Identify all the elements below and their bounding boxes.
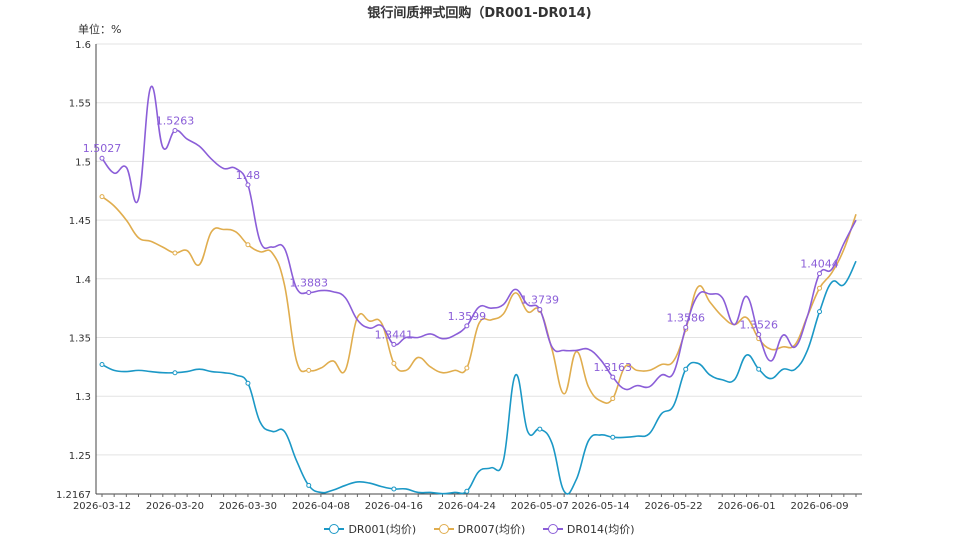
x-tick-label: 2026-05-22 xyxy=(645,501,703,512)
data-point-dr014 xyxy=(306,290,312,296)
legend-label-dr007: DR007(均价) xyxy=(457,523,526,536)
series-line-dr001 xyxy=(101,260,857,495)
data-point-dr007 xyxy=(99,194,105,200)
legend: DR001(均价) DR007(均价) DR014(均价) xyxy=(0,521,959,537)
x-tick-label: 2026-05-14 xyxy=(572,501,630,512)
y-tick-label: 1.5 xyxy=(75,157,91,168)
data-point-dr001 xyxy=(172,370,178,376)
data-point-dr001 xyxy=(464,488,470,494)
data-label: 1.4044 xyxy=(800,258,839,271)
data-point-dr014 xyxy=(99,155,105,161)
data-point-dr014 xyxy=(756,331,762,337)
data-point-dr014 xyxy=(391,341,397,347)
y-tick-label: 1.25 xyxy=(69,451,91,462)
data-label: 1.3586 xyxy=(666,311,705,324)
y-tick-label: 1.4 xyxy=(75,275,91,286)
data-point-dr014 xyxy=(464,323,470,329)
x-tick-label: 2026-03-20 xyxy=(146,501,204,512)
data-point-dr007 xyxy=(306,367,312,373)
x-tick-label: 2026-06-09 xyxy=(790,501,848,512)
x-tick-label: 2026-04-08 xyxy=(292,501,350,512)
series-line-dr014 xyxy=(101,85,857,391)
data-point-dr001 xyxy=(306,482,312,488)
data-label: 1.3163 xyxy=(594,361,633,374)
data-point-dr001 xyxy=(683,366,689,372)
data-point-dr007 xyxy=(817,285,823,291)
x-tick-label: 2026-06-01 xyxy=(717,501,775,512)
data-label: 1.3441 xyxy=(375,328,414,341)
data-point-dr001 xyxy=(756,366,762,372)
data-point-dr014 xyxy=(817,271,823,277)
y-tick-label: 1.35 xyxy=(69,334,91,345)
data-label: 1.3599 xyxy=(448,310,487,323)
data-label: 1.3526 xyxy=(739,318,778,331)
chart-title: 银行间质押式回购（DR001-DR014) xyxy=(367,6,592,21)
x-tick-label: 2026-04-24 xyxy=(438,501,496,512)
data-point-dr001 xyxy=(537,426,543,432)
data-point-dr001 xyxy=(817,309,823,315)
data-point-dr014 xyxy=(610,374,616,380)
data-label: 1.48 xyxy=(236,169,261,182)
legend-label-dr014: DR014(均价) xyxy=(566,523,635,536)
data-point-dr007 xyxy=(245,242,251,248)
legend-swatch-dr001 xyxy=(324,524,345,534)
legend-item-dr007[interactable]: DR007(均价) xyxy=(433,521,526,537)
data-point-dr014 xyxy=(537,306,543,312)
x-tick-label: 2026-05-07 xyxy=(511,501,569,512)
data-point-dr007 xyxy=(172,250,178,256)
data-point-dr001 xyxy=(610,434,616,440)
x-tick-label: 2026-03-30 xyxy=(219,501,277,512)
data-label: 1.3883 xyxy=(289,277,328,290)
data-point-dr014 xyxy=(245,182,251,188)
legend-item-dr014[interactable]: DR014(均价) xyxy=(542,521,635,537)
legend-swatch-dr014 xyxy=(542,524,563,534)
data-label: 1.5027 xyxy=(83,142,122,155)
y-tick-label: 1.2167 xyxy=(56,490,91,501)
series-line-dr007 xyxy=(101,195,857,404)
data-label: 1.5263 xyxy=(156,115,195,128)
data-point-dr001 xyxy=(391,486,397,492)
data-point-dr007 xyxy=(464,365,470,371)
y-tick-label: 1.45 xyxy=(69,216,91,227)
y-tick-label: 1.6 xyxy=(75,40,91,51)
data-point-dr001 xyxy=(245,380,251,386)
data-label: 1.3739 xyxy=(521,293,560,306)
legend-label-dr001: DR001(均价) xyxy=(348,523,417,536)
legend-item-dr001[interactable]: DR001(均价) xyxy=(324,521,416,537)
data-point-dr001 xyxy=(99,362,105,368)
y-tick-label: 1.55 xyxy=(69,99,91,110)
y-tick-label: 1.3 xyxy=(75,392,91,403)
data-point-dr007 xyxy=(391,360,397,366)
unit-label: 单位：% xyxy=(78,23,122,36)
x-tick-label: 2026-04-16 xyxy=(365,501,423,512)
data-point-dr007 xyxy=(610,396,616,402)
legend-swatch-dr007 xyxy=(433,524,454,534)
x-tick-label: 2026-03-12 xyxy=(73,501,131,512)
data-point-dr014 xyxy=(172,128,178,134)
data-point-dr014 xyxy=(683,324,689,330)
